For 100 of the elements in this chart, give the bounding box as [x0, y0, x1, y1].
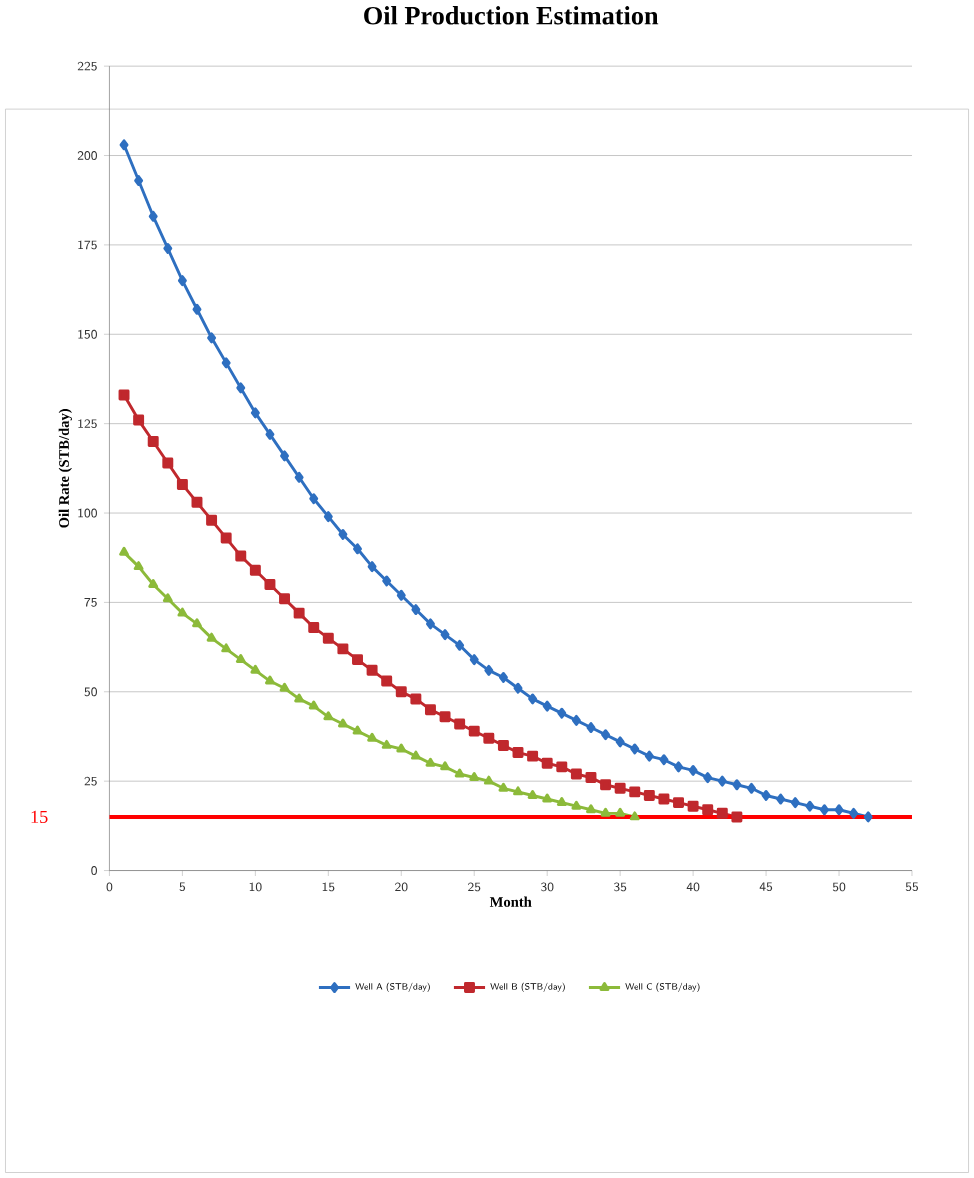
- point: [469, 772, 480, 782]
- point: [382, 575, 392, 587]
- point: [235, 550, 247, 562]
- point: [717, 775, 727, 787]
- point: [629, 786, 641, 798]
- point: [497, 739, 509, 751]
- point: [176, 478, 188, 490]
- point: [249, 564, 261, 576]
- point: [308, 700, 319, 710]
- point: [498, 672, 508, 683]
- point: [177, 607, 188, 617]
- point: [162, 593, 173, 603]
- point: [279, 682, 290, 692]
- point: [294, 693, 305, 703]
- point: [528, 693, 538, 705]
- point: [322, 632, 334, 644]
- point: [542, 793, 553, 803]
- point: [643, 789, 655, 801]
- point: [776, 793, 786, 805]
- point: [337, 643, 349, 655]
- point: [265, 675, 275, 685]
- point: [147, 436, 159, 447]
- point: [221, 643, 232, 653]
- point: [236, 382, 246, 394]
- point: [250, 407, 260, 419]
- point: [556, 761, 568, 773]
- point: [659, 754, 669, 766]
- point: [206, 632, 217, 642]
- point: [513, 786, 523, 796]
- point: [192, 303, 202, 315]
- point: [133, 414, 145, 426]
- point: [571, 714, 581, 726]
- point: [484, 664, 494, 676]
- point: [440, 761, 450, 771]
- point: [119, 546, 129, 556]
- point: [455, 639, 465, 651]
- point: [367, 561, 377, 573]
- point: [527, 750, 539, 762]
- point: [658, 793, 670, 805]
- point: [468, 725, 480, 737]
- point: [410, 693, 422, 705]
- point: [687, 800, 699, 812]
- point: [206, 514, 218, 526]
- point: [148, 210, 158, 222]
- point: [585, 772, 597, 784]
- point: [483, 775, 494, 785]
- point: [221, 357, 231, 369]
- point: [498, 782, 509, 792]
- point: [805, 800, 815, 812]
- point: [673, 797, 684, 809]
- point: [834, 804, 844, 816]
- point: [849, 807, 859, 819]
- point: [688, 764, 698, 776]
- point: [716, 807, 728, 819]
- point: [425, 757, 436, 767]
- point: [469, 654, 479, 666]
- point: [309, 493, 319, 505]
- point: [308, 621, 320, 633]
- point: [556, 797, 567, 807]
- point: [440, 629, 450, 641]
- point: [148, 579, 159, 588]
- point: [337, 718, 348, 728]
- point: [177, 275, 187, 287]
- point: [703, 772, 713, 784]
- point: [512, 747, 524, 759]
- point: [119, 139, 129, 151]
- point: [381, 675, 393, 687]
- point: [586, 722, 596, 733]
- point: [294, 471, 304, 483]
- point: [702, 804, 714, 816]
- point: [630, 743, 640, 755]
- point: [396, 743, 407, 753]
- point: [207, 332, 217, 344]
- point: [134, 175, 144, 187]
- point: [411, 604, 421, 616]
- point: [615, 807, 626, 817]
- point: [600, 779, 612, 791]
- point: [366, 664, 378, 676]
- point: [424, 704, 436, 716]
- point: [352, 725, 363, 735]
- point: [250, 664, 261, 674]
- point: [747, 782, 756, 794]
- point: [280, 450, 290, 462]
- point: [235, 654, 246, 664]
- point: [192, 618, 202, 628]
- point: [163, 243, 173, 254]
- point: [513, 682, 523, 694]
- point: [483, 732, 495, 744]
- point: [863, 811, 873, 823]
- point: [338, 529, 348, 540]
- point: [629, 811, 640, 821]
- point: [732, 779, 742, 791]
- point: [644, 750, 654, 762]
- point: [439, 711, 451, 723]
- point: [381, 739, 392, 749]
- point: [600, 807, 611, 817]
- point: [571, 800, 582, 810]
- point: [790, 797, 800, 809]
- point: [614, 782, 626, 794]
- point: [454, 718, 466, 730]
